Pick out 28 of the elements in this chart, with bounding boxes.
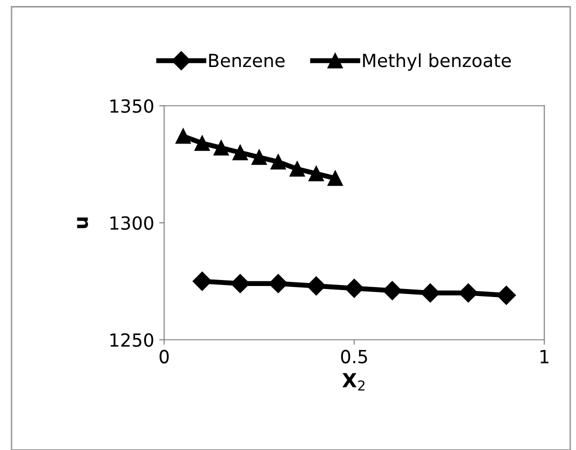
point — [214, 140, 229, 156]
point — [496, 286, 516, 305]
x-axis-title: X$_{2}$ — [342, 373, 364, 390]
point — [328, 170, 343, 186]
x-tick-label: 0.5 — [341, 350, 368, 364]
point — [230, 274, 250, 294]
point — [308, 166, 324, 182]
point — [290, 161, 305, 177]
point — [192, 272, 212, 291]
x-tick-label: 0 — [160, 350, 169, 364]
point — [176, 128, 191, 144]
legend-label: Benzene — [209, 54, 285, 68]
point — [420, 283, 440, 302]
point — [232, 144, 248, 160]
point — [270, 154, 286, 170]
point — [194, 136, 210, 151]
point — [344, 278, 364, 298]
point — [458, 283, 478, 302]
y-axis-title: u — [77, 217, 88, 228]
point — [268, 274, 288, 294]
point — [306, 276, 326, 296]
y-tick-label: 1300 — [110, 216, 154, 230]
legend-label: Methyl benzoate — [363, 53, 511, 71]
point — [382, 281, 402, 300]
y-tick-label: 1350 — [110, 99, 154, 113]
point — [252, 150, 267, 165]
y-tick-label: 1250 — [110, 333, 154, 347]
x-tick-label: 1 — [540, 350, 548, 364]
